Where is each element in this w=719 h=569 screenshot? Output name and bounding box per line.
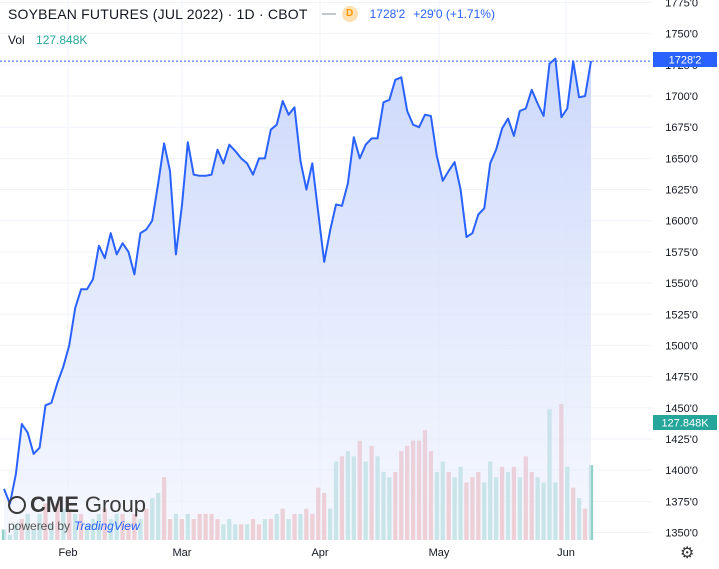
price-tick-label: 1750'0 [665,29,698,41]
volume-legend: Vol 127.848K [8,33,87,47]
volume-legend-label[interactable]: Vol [8,33,25,47]
globe-icon [8,496,26,514]
settings-gear-icon[interactable]: ⚙ [680,545,695,562]
volume-legend-value: 127.848K [36,33,88,47]
chart-header: SOYBEAN FUTURES (JUL 2022) · 1D · CBOT D… [8,6,495,22]
time-tick-label: Jun [557,547,575,559]
group-logo-text: Group [84,492,147,517]
cme-wordmark: CME Group [8,492,146,518]
axis-value-labels: 1728'2 127.848K [653,52,717,430]
price-axis[interactable]: 1350'0 1375'0 1400'0 1425'0 1450'0 1475'0 1500… [652,0,719,569]
last-volume-label: 127.848K [661,418,709,430]
price-tick-label: 1650'0 [665,153,698,165]
price-tick-label: 1775'0 [665,0,698,9]
last-price: 1728'2 [369,7,406,21]
price-axis-bg [652,0,719,569]
price-tick-label: 1550'0 [665,278,698,290]
time-axis[interactable]: Feb Mar Apr May Jun [0,540,652,569]
time-tick-label: May [429,547,450,559]
price-tick-label: 1700'0 [665,91,698,103]
last-volume-label-bg [653,415,717,430]
price-tick-label: 1600'0 [665,216,698,228]
last-price-label: 1728'2 [669,55,702,67]
price-tick-label: 1475'0 [665,372,698,384]
time-tick-label: Mar [173,547,192,559]
time-axis-bg [0,540,652,569]
price-tick-label: 1400'0 [665,465,698,477]
price-tick-label: 1425'0 [665,434,698,446]
symbol-title[interactable]: SOYBEAN FUTURES (JUL 2022) · 1D · CBOT [8,6,308,22]
price-tick-label: 1350'0 [665,528,698,540]
delayed-data-badge[interactable]: D [341,6,358,22]
last-price-label-bg [653,52,717,67]
cme-group-logo[interactable]: CME Group powered by TradingView [8,492,146,533]
cme-logo-text: CME [30,492,79,517]
tradingview-link[interactable]: TradingView [74,519,140,533]
price-tick-label: 1525'0 [665,309,698,321]
price-line [3,57,592,505]
price-tick-label: 1375'0 [665,496,698,508]
price-tick-label: 1500'0 [665,340,698,352]
price-tick-label: 1675'0 [665,122,698,134]
time-tick-label: Apr [311,547,328,559]
line-style-icon [321,13,336,15]
price-tick-label: 1575'0 [665,247,698,259]
price-tick-label: 1625'0 [665,185,698,197]
powered-by: powered by TradingView [8,519,146,533]
price-change: +29'0 (+1.71%) [413,7,495,21]
time-tick-label: Feb [59,547,78,559]
powered-by-text: powered by [8,519,71,533]
price-tick-label: 1450'0 [665,403,698,415]
